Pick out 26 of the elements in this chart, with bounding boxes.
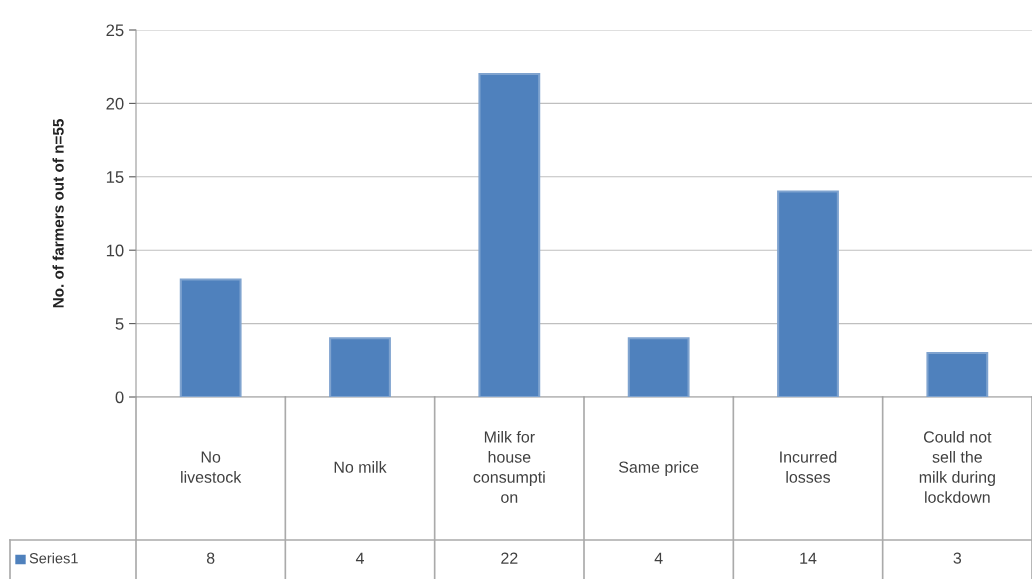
bar [777,190,839,397]
data-label: 22 [501,552,518,564]
y-axis-title: No. of farmers out of n=55 [52,119,64,308]
x-tick-label: Same price [619,461,699,476]
y-tick-label: 10 [106,244,124,257]
y-tick-label: 25 [106,24,124,37]
data-label: 4 [654,552,663,564]
data-label: 3 [953,552,962,564]
x-tick-label: Could not sell the milk during lockdown [919,430,995,503]
x-tick-label: Incurred losses [780,451,837,483]
y-tick-label: 15 [106,171,124,183]
bar [179,278,242,397]
x-tick-label: No livestock [181,451,242,483]
data-label: 14 [800,552,817,564]
legend-label: Series1 [29,552,78,564]
bar [627,337,690,397]
y-tick-label: 20 [106,97,124,110]
data-label: 4 [355,552,364,564]
data-label: 8 [206,552,215,564]
bar [329,337,391,397]
x-tick-label: No milk [334,461,387,473]
bar [926,351,989,397]
y-tick-label: 0 [115,391,124,404]
bar [478,73,541,397]
y-tick-label: 5 [115,318,124,330]
x-tick-label: Milk for house consumpti on [473,430,545,503]
